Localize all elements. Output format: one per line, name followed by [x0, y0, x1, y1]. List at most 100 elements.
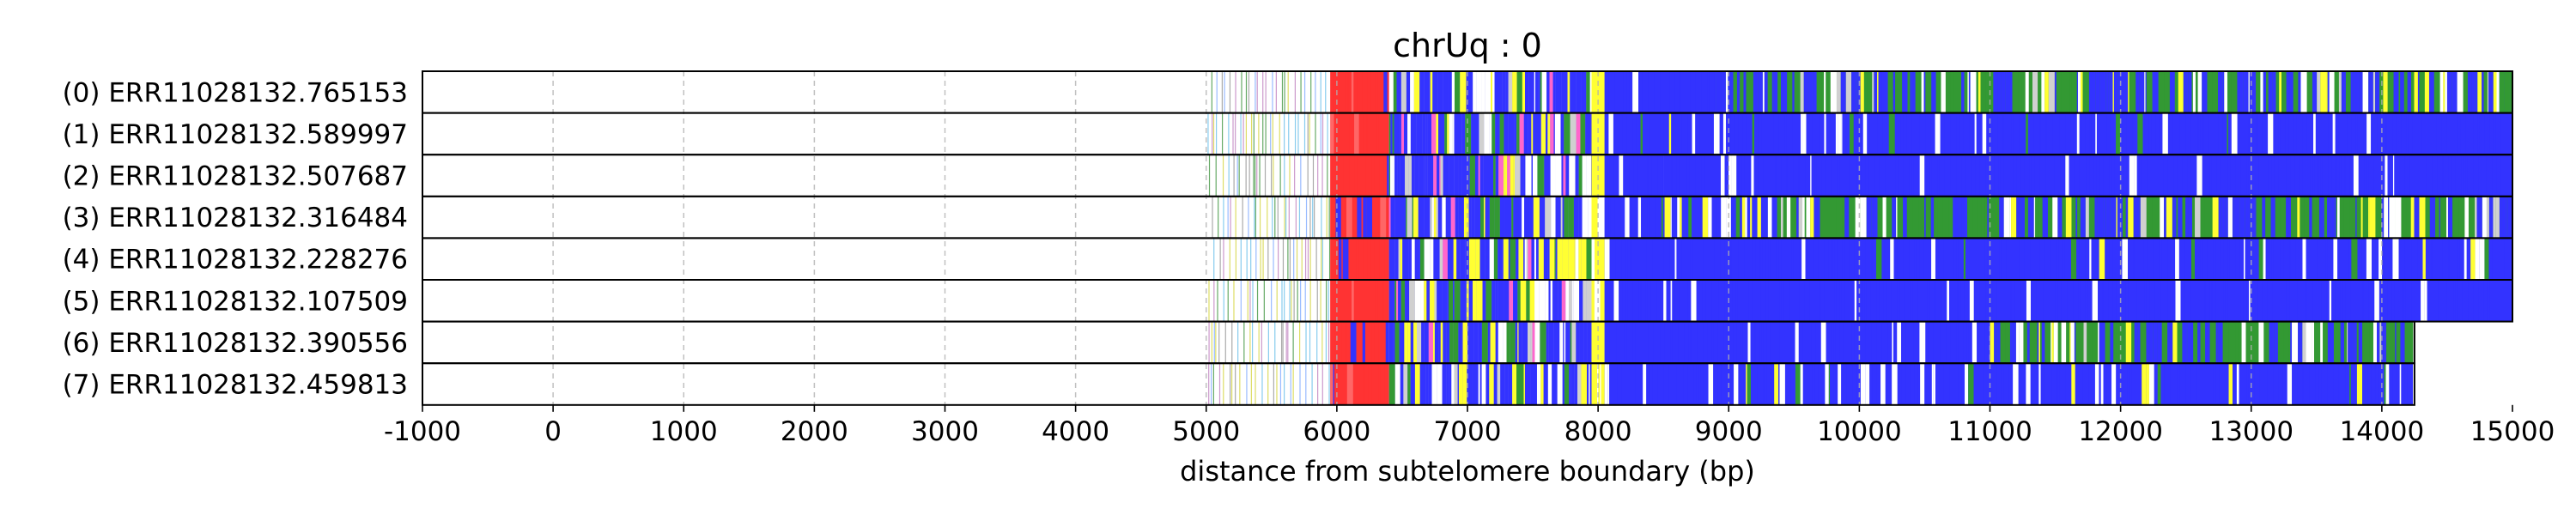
read-mark [1349, 238, 1352, 280]
read-mark [1552, 71, 1556, 113]
read-mark [1479, 196, 1484, 239]
read-mark [2362, 71, 2369, 113]
read-mark [1919, 321, 1926, 364]
read-mark [2351, 238, 2358, 280]
read-mark [2042, 196, 2048, 239]
read-mark [1497, 363, 1501, 405]
read-mark [2103, 363, 2107, 405]
read-mark [1406, 71, 1411, 113]
read-mark [1230, 196, 1231, 239]
read-mark [1674, 321, 1679, 364]
read-mark [1482, 280, 1486, 322]
read-label: (4) ERR11028132.228276 [63, 245, 408, 276]
read-mark [1495, 321, 1498, 364]
read-mark [1834, 280, 1837, 322]
read-mark [2354, 321, 2357, 364]
read-mark [2333, 363, 2339, 405]
read-mark [1591, 321, 1596, 364]
read-mark [1388, 280, 1395, 322]
read-mark [1892, 363, 1898, 405]
read-mark [2281, 154, 2287, 197]
read-mark [1523, 154, 1526, 197]
read-mark [1679, 280, 1684, 322]
read-mark [2327, 321, 2334, 364]
read-mark [1796, 196, 1799, 239]
read-mark [2136, 154, 2140, 197]
read-mark [1309, 196, 1311, 239]
read-mark [1706, 112, 1712, 155]
x-tick-label: 14000 [2340, 416, 2425, 447]
read-mark [2385, 363, 2390, 405]
read-mark [1481, 71, 1485, 113]
read-mark [2484, 112, 2490, 155]
read-mark [1424, 238, 1431, 280]
read-mark [2371, 112, 2373, 155]
read-mark [1819, 112, 1825, 155]
read-mark [1939, 71, 1941, 113]
read-mark [2487, 280, 2490, 322]
read-mark [2113, 321, 2117, 364]
read-mark [1824, 238, 1829, 280]
read-mark [1284, 112, 1285, 155]
read-mark [1920, 363, 1925, 405]
read-mark [1550, 154, 1556, 197]
read-mark [1996, 363, 2002, 405]
read-mark [1627, 238, 1631, 280]
read-mark [1879, 280, 1884, 322]
read-mark [1947, 238, 1954, 280]
read-mark [2159, 238, 2162, 280]
read-mark [2407, 363, 2409, 405]
read-mark [1645, 154, 1648, 197]
read-mark [2389, 196, 2396, 239]
read-mark [1866, 280, 1868, 322]
read-mark [1806, 196, 1811, 239]
read-mark [2134, 71, 2136, 113]
read-mark [1859, 321, 1866, 364]
read-mark [1711, 196, 1716, 239]
read-mark [2391, 321, 2396, 364]
read-mark [1786, 280, 1789, 322]
read-mark [1740, 71, 1744, 113]
read-mark [1629, 154, 1631, 197]
read-row [1208, 363, 2415, 405]
read-mark [2064, 71, 2070, 113]
read-mark [1762, 238, 1765, 280]
read-mark [1986, 112, 1993, 155]
read-mark [1735, 196, 1741, 239]
read-mark [2283, 321, 2289, 364]
read-mark [1297, 112, 1299, 155]
read-mark [1695, 154, 1699, 197]
read-mark [1765, 154, 1770, 197]
read-mark [1849, 154, 1851, 197]
read-mark [2033, 196, 2036, 239]
read-mark [2379, 238, 2383, 280]
read-mark [1358, 112, 1364, 155]
read-mark [2396, 112, 2402, 155]
read-mark [1715, 280, 1719, 322]
read-mark [2400, 280, 2403, 322]
read-mark [1814, 196, 1820, 239]
read-mark [2321, 363, 2328, 405]
read-mark [1935, 112, 1941, 155]
read-mark [2102, 280, 2104, 322]
read-mark [2098, 321, 2099, 364]
read-mark [2455, 154, 2462, 197]
read-mark [1547, 238, 1550, 280]
read-mark [2082, 71, 2087, 113]
read-mark [2375, 71, 2380, 113]
read-mark [1829, 280, 1832, 322]
read-mark [1704, 112, 1707, 155]
read-mark [2324, 321, 2328, 364]
read-mark [2122, 112, 2127, 155]
read-mark [1609, 154, 1614, 197]
read-mark [2034, 238, 2040, 280]
read-mark [2386, 321, 2391, 364]
read-mark [1738, 363, 1744, 405]
read-mark [1600, 363, 1601, 405]
read-mark [2404, 154, 2410, 197]
read-mark [1578, 196, 1583, 239]
read-mark [1961, 363, 1965, 405]
read-mark [1398, 238, 1400, 280]
read-mark [2220, 154, 2225, 197]
read-mark [1604, 321, 1607, 364]
